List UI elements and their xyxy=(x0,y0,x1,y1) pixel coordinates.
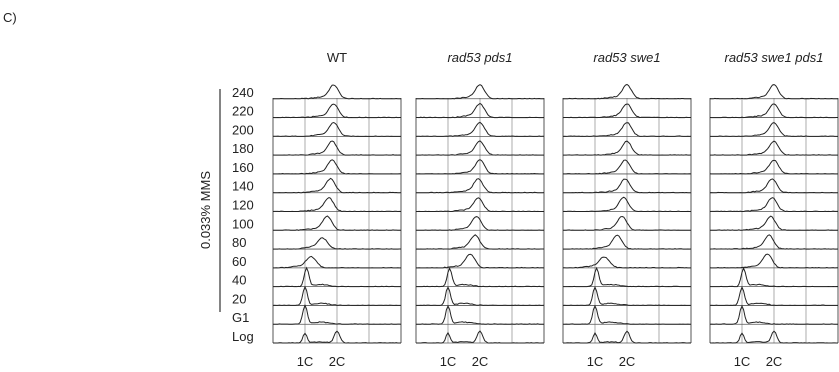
histogram-trace-160 xyxy=(416,159,544,175)
panel-rad53-pds1: rad53 pds1 1C 2C xyxy=(415,50,545,369)
histogram-trace-g1 xyxy=(273,304,402,325)
strain-title: rad53 swe1 pds1 xyxy=(724,50,823,65)
panel-WT: WT 1C 2C xyxy=(272,50,402,369)
row-label-180: 180 xyxy=(232,141,254,156)
histogram-trace-60 xyxy=(416,253,545,269)
row-label-220: 220 xyxy=(232,104,254,119)
histogram-trace-100 xyxy=(709,215,839,231)
histogram-trace-140 xyxy=(416,178,545,194)
histogram-trace-220 xyxy=(272,103,401,119)
row-label-100: 100 xyxy=(232,216,254,231)
row-label-160: 160 xyxy=(232,160,254,175)
x-tick-2c: 2C xyxy=(619,354,636,369)
histogram-trace-120 xyxy=(562,196,691,213)
histogram-trace-120 xyxy=(272,197,402,213)
row-label-140: 140 xyxy=(232,179,254,194)
histogram-trace-120 xyxy=(416,197,544,213)
histogram-trace-log xyxy=(273,330,401,344)
histogram-trace-160 xyxy=(709,159,838,175)
panel-rad53-swe1: rad53 swe1 1C 2C xyxy=(562,50,692,369)
histogram-trace-20 xyxy=(272,285,401,306)
histogram-trace-g1 xyxy=(709,304,838,325)
histogram-trace-180 xyxy=(563,140,692,156)
x-tick-2c: 2C xyxy=(472,354,489,369)
histogram-trace-140 xyxy=(709,178,838,194)
histogram-trace-60 xyxy=(273,255,401,269)
histogram-trace-100 xyxy=(562,215,691,231)
histogram-trace-80 xyxy=(273,237,401,250)
strain-title: WT xyxy=(327,50,347,65)
histogram-trace-g1 xyxy=(563,304,691,325)
histogram-trace-200 xyxy=(562,122,692,137)
histogram-trace-160 xyxy=(563,159,692,175)
histogram-trace-log xyxy=(416,330,545,344)
histogram-trace-40 xyxy=(416,267,544,288)
x-tick-1c: 1C xyxy=(734,354,751,369)
histogram-trace-20 xyxy=(709,285,838,306)
histogram-trace-200 xyxy=(710,122,838,137)
histogram-trace-180 xyxy=(416,140,544,156)
histogram-trace-40 xyxy=(273,266,401,288)
panel-label: C) xyxy=(3,10,17,25)
strain-title: rad53 pds1 xyxy=(447,50,512,65)
histogram-trace-240 xyxy=(562,83,692,100)
histogram-trace-240 xyxy=(272,84,401,100)
row-labels: 240 220 200 180 160 140 120 100 80 60 40 20 G1 Log xyxy=(232,85,254,344)
histogram-trace-80 xyxy=(709,234,839,250)
x-tick-1c: 1C xyxy=(440,354,457,369)
histogram-trace-80 xyxy=(563,234,692,250)
histogram-trace-20 xyxy=(416,286,545,306)
histogram-trace-80 xyxy=(415,234,544,250)
x-tick-1c: 1C xyxy=(587,354,604,369)
histogram-trace-140 xyxy=(272,177,402,194)
row-label-20: 20 xyxy=(232,291,246,306)
histogram-trace-log xyxy=(563,330,692,344)
histogram-trace-180 xyxy=(272,140,402,156)
histogram-trace-180 xyxy=(710,140,838,156)
histogram-trace-160 xyxy=(273,159,401,175)
row-label-80: 80 xyxy=(232,235,246,250)
x-tick-1c: 1C xyxy=(297,354,314,369)
row-label-120: 120 xyxy=(232,198,254,213)
row-label-60: 60 xyxy=(232,254,246,269)
histogram-trace-100 xyxy=(273,215,401,231)
histogram-trace-40 xyxy=(710,266,839,288)
histogram-trace-240 xyxy=(709,84,838,100)
histogram-trace-220 xyxy=(562,103,691,119)
histogram-trace-60 xyxy=(709,253,839,269)
treatment-label: 0.033% MMS xyxy=(198,171,213,249)
histogram-trace-200 xyxy=(273,121,401,137)
row-label-240: 240 xyxy=(232,85,254,100)
histogram-trace-100 xyxy=(415,216,544,231)
histogram-trace-g1 xyxy=(416,304,544,325)
histogram-trace-40 xyxy=(563,266,691,288)
row-label-log: Log xyxy=(232,329,254,344)
histogram-trace-140 xyxy=(563,178,691,194)
histogram-trace-200 xyxy=(415,121,545,137)
histogram-trace-60 xyxy=(563,256,691,269)
panel-rad53-swe1-pds1: rad53 swe1 pds1 1C 2C xyxy=(709,50,839,369)
treatment-bracket: 0.033% MMS xyxy=(198,89,221,312)
x-tick-2c: 2C xyxy=(766,354,783,369)
histogram-trace-220 xyxy=(416,102,545,119)
histogram-trace-240 xyxy=(415,84,544,100)
histogram-trace-20 xyxy=(562,286,691,306)
row-label-40: 40 xyxy=(232,273,246,288)
strain-title: rad53 swe1 xyxy=(593,50,660,65)
row-label-g1: G1 xyxy=(232,310,249,325)
x-tick-2c: 2C xyxy=(329,354,346,369)
histogram-trace-220 xyxy=(709,103,838,119)
histogram-trace-log xyxy=(709,330,838,344)
row-label-200: 200 xyxy=(232,122,254,137)
histogram-trace-120 xyxy=(709,197,838,213)
